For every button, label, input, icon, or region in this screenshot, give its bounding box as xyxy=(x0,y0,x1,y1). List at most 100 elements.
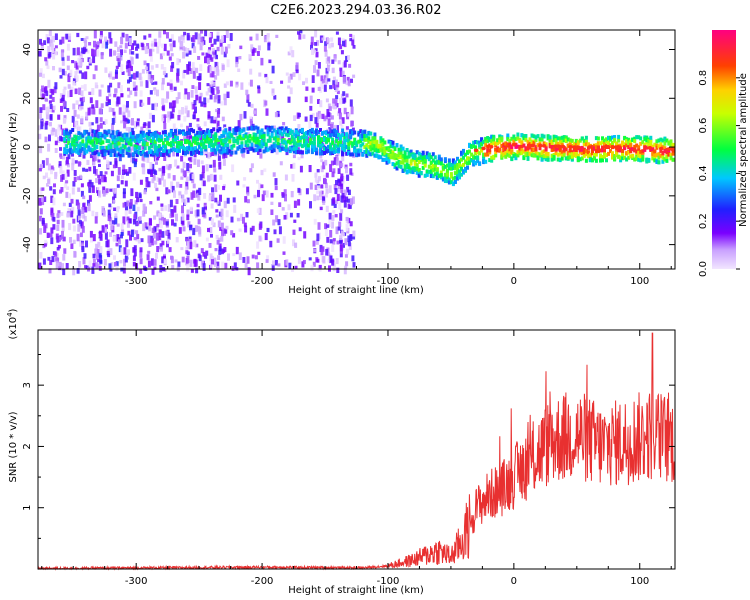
ridge-cell xyxy=(637,150,641,155)
noise-cell xyxy=(116,207,120,213)
noise-cell xyxy=(83,84,87,91)
noise-cell xyxy=(265,76,269,84)
ridge-cell xyxy=(250,136,254,141)
ridge-cell xyxy=(252,135,256,140)
noise-cell xyxy=(126,101,129,108)
ridge-cell xyxy=(526,139,530,144)
x-tick-label: -200 xyxy=(251,276,274,287)
ridge-cell xyxy=(266,127,270,132)
ridge-cell xyxy=(421,165,425,170)
ridge-cell xyxy=(554,138,558,143)
noise-cell xyxy=(298,73,302,81)
peak-cell xyxy=(666,147,671,151)
ridge-cell xyxy=(665,150,669,155)
noise-cell xyxy=(315,123,319,128)
noise-cell xyxy=(324,159,328,166)
noise-cell xyxy=(45,60,49,66)
ridge-cell xyxy=(556,146,560,151)
noise-cell xyxy=(195,243,199,248)
noise-cell xyxy=(169,199,173,208)
ridge-cell xyxy=(653,153,657,157)
noise-cell xyxy=(68,193,71,199)
noise-cell xyxy=(160,246,163,252)
noise-cell xyxy=(162,71,166,75)
ridge-cell xyxy=(617,138,621,143)
noise-cell xyxy=(162,217,166,225)
noise-cell xyxy=(58,266,61,271)
noise-cell xyxy=(82,195,86,200)
noise-cell xyxy=(186,32,190,41)
ridge-cell xyxy=(508,147,512,152)
ridge-cell xyxy=(222,149,226,154)
noise-cell xyxy=(346,248,350,255)
ridge-cell xyxy=(347,146,351,151)
noise-cell xyxy=(320,82,324,89)
ridge-cell xyxy=(169,129,173,134)
ridge-cell xyxy=(554,135,558,140)
ridge-cell xyxy=(552,154,556,159)
noise-cell xyxy=(204,206,207,210)
ridge-cell xyxy=(349,135,353,140)
ridge-cell xyxy=(85,149,89,154)
noise-cell xyxy=(289,46,293,54)
noise-cell xyxy=(77,224,81,232)
ridge-cell xyxy=(141,149,145,154)
noise-cell xyxy=(115,65,119,69)
noise-cell xyxy=(316,69,320,77)
ridge-cell xyxy=(188,131,192,136)
ridge-cell xyxy=(365,153,369,158)
noise-cell xyxy=(167,189,171,194)
noise-cell xyxy=(246,256,250,264)
ridge-cell xyxy=(194,140,198,145)
noise-cell xyxy=(197,253,201,259)
noise-cell xyxy=(187,221,191,228)
noise-cell xyxy=(80,104,84,110)
noise-cell xyxy=(188,122,192,128)
noise-cell xyxy=(154,42,158,47)
noise-cell xyxy=(192,227,196,236)
noise-cell xyxy=(339,67,343,72)
ridge-cell xyxy=(397,160,401,164)
ridge-cell xyxy=(520,140,524,145)
noise-cell xyxy=(216,46,220,52)
ridge-cell xyxy=(71,128,75,132)
ridge-cell xyxy=(667,152,671,157)
noise-cell xyxy=(285,212,289,220)
noise-cell xyxy=(96,124,100,132)
noise-cell xyxy=(153,215,157,220)
noise-cell xyxy=(42,258,46,265)
noise-cell xyxy=(208,217,212,221)
ridge-cell xyxy=(619,148,623,153)
ridge-cell xyxy=(661,150,665,155)
ridge-cell xyxy=(641,157,645,162)
noise-cell xyxy=(287,76,291,83)
noise-cell xyxy=(135,191,139,198)
noise-cell xyxy=(121,71,125,75)
noise-cell xyxy=(148,170,151,175)
noise-cell xyxy=(218,211,222,217)
noise-cell xyxy=(118,154,122,162)
ridge-cell xyxy=(262,142,266,146)
ridge-cell xyxy=(411,154,415,159)
ridge-cell xyxy=(401,146,405,151)
noise-cell xyxy=(334,79,338,85)
noise-cell xyxy=(43,225,47,233)
noise-cell xyxy=(221,229,224,237)
noise-cell xyxy=(104,36,107,43)
peak-cell xyxy=(481,146,486,151)
noise-cell xyxy=(98,266,102,271)
ridge-cell xyxy=(449,172,453,177)
noise-cell xyxy=(196,203,200,208)
ridge-cell xyxy=(174,137,177,142)
noise-cell xyxy=(171,106,175,113)
ridge-cell xyxy=(504,154,508,159)
ridge-cell xyxy=(397,147,401,152)
ridge-cell xyxy=(351,152,355,157)
noise-cell xyxy=(186,125,190,133)
ridge-cell xyxy=(83,131,87,136)
noise-cell xyxy=(82,202,86,210)
ridge-cell xyxy=(111,149,115,153)
noise-cell xyxy=(238,228,242,232)
noise-cell xyxy=(152,232,156,239)
noise-cell xyxy=(268,59,272,64)
